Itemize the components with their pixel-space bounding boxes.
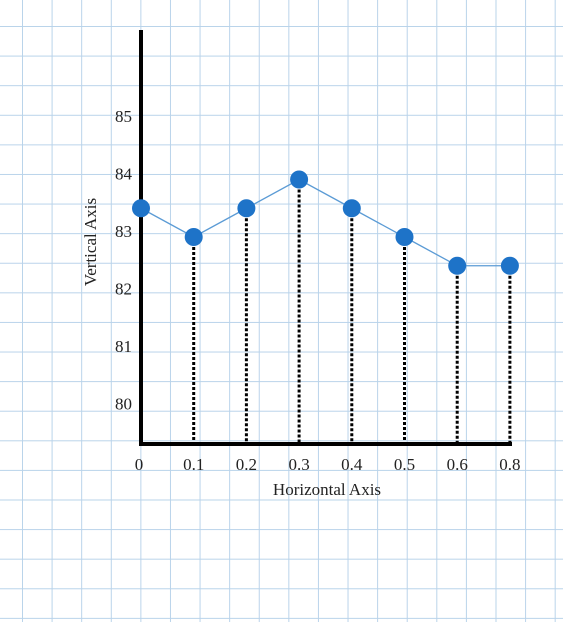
y-tick-label: 85	[115, 107, 132, 126]
x-tick-label: 0.3	[288, 455, 309, 474]
x-tick-label: 0.2	[236, 455, 257, 474]
y-tick-label: 83	[115, 222, 132, 241]
y-tick-label: 81	[115, 337, 132, 356]
x-tick-label: 0.1	[183, 455, 204, 474]
x-tick-label: 0.4	[341, 455, 363, 474]
x-tick-label: 0	[135, 455, 144, 474]
x-tick-label: 0.8	[499, 455, 520, 474]
y-tick-label: 80	[115, 394, 132, 413]
data-point	[342, 199, 361, 218]
x-tick-label: 0.5	[394, 455, 415, 474]
y-tick-label: 84	[115, 164, 133, 183]
data-point	[395, 228, 414, 246]
data-point	[237, 199, 256, 218]
x-tick-label: 0.6	[447, 455, 468, 474]
data-point	[448, 256, 467, 275]
data-point	[500, 256, 519, 275]
data-point	[184, 228, 203, 246]
data-point	[132, 199, 150, 218]
data-line	[140, 178, 510, 267]
y-tick-label: 82	[115, 279, 132, 298]
y-axis-label: Vertical Axis	[81, 198, 100, 286]
x-axis-label: Horizontal Axis	[273, 480, 381, 499]
data-point	[290, 170, 309, 189]
